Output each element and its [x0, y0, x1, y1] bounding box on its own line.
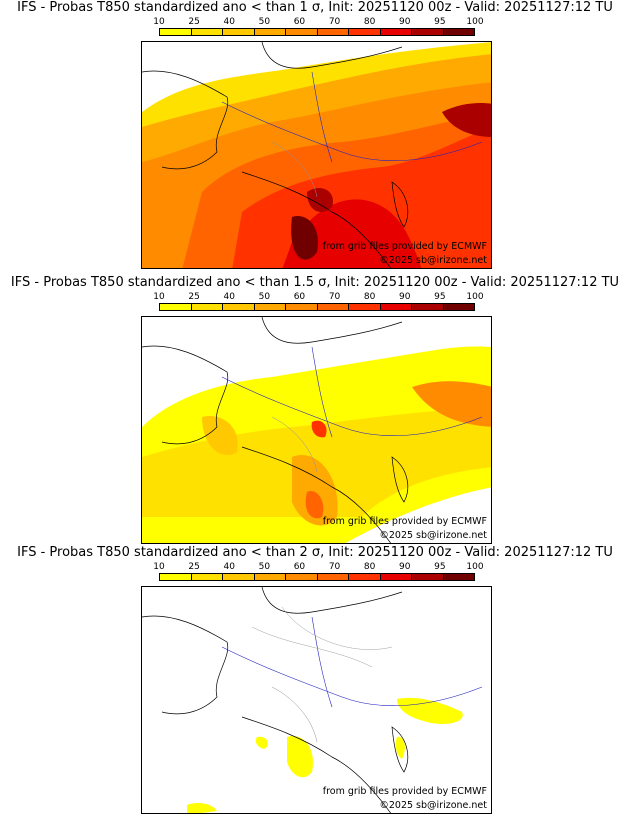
colorbar-segment — [349, 29, 381, 35]
colorbar-segment — [191, 574, 223, 580]
colorbar-segment — [160, 29, 192, 35]
colorbar-tick-label: 95 — [434, 17, 446, 27]
colorbar-tick-label: 100 — [466, 562, 484, 572]
colorbar-segment — [317, 304, 349, 310]
colorbar — [159, 303, 475, 311]
colorbar-segment — [380, 574, 412, 580]
source-credit: from grib files provided by ECMWF — [322, 786, 487, 797]
colorbar-tick-label: 95 — [434, 562, 446, 572]
colorbar-segment — [317, 29, 349, 35]
colorbar-tick-label: 100 — [466, 17, 484, 27]
colorbar-segment — [443, 29, 474, 35]
colorbar-segment — [191, 29, 223, 35]
colorbar — [159, 573, 475, 581]
colorbar-tick-label: 80 — [363, 562, 376, 572]
colorbar-segment — [160, 574, 192, 580]
map-panel-1-5sigma: IFS - Probas T850 standardized ano < tha… — [0, 275, 630, 545]
colorbar-labels: 10 25 40 50 60 70 80 90 95 100 — [142, 562, 492, 572]
colorbar-segment — [254, 574, 286, 580]
colorbar-tick-label: 40 — [223, 292, 235, 302]
colorbar-segment — [286, 574, 318, 580]
colorbar-tick-label: 60 — [293, 292, 306, 302]
colorbar-tick-label: 50 — [258, 17, 271, 27]
colorbar-tick-label: 10 — [153, 292, 165, 302]
colorbar-tick-label: 25 — [188, 17, 200, 27]
colorbar-segment — [412, 304, 444, 310]
source-credit: from grib files provided by ECMWF — [322, 516, 487, 527]
colorbar — [159, 28, 475, 36]
colorbar-tick-label: 50 — [258, 292, 271, 302]
colorbar-labels: 10 25 40 50 60 70 80 90 95 100 — [142, 17, 492, 27]
colorbar-labels: 10 25 40 50 60 70 80 90 95 100 — [142, 292, 492, 302]
colorbar-tick-label: 25 — [188, 562, 200, 572]
colorbar-tick-label: 60 — [293, 17, 306, 27]
copyright-credit: ©2025 sb@irizone.net — [379, 255, 487, 266]
colorbar-segment — [412, 29, 444, 35]
colorbar-tick-label: 25 — [188, 292, 200, 302]
probability-map: from grib files provided by ECMWF ©2025 … — [141, 316, 492, 544]
colorbar-segment — [349, 574, 381, 580]
colorbar-segment — [223, 29, 255, 35]
colorbar-tick-label: 10 — [153, 562, 165, 572]
colorbar-segment — [286, 29, 318, 35]
colorbar-segment — [254, 304, 286, 310]
colorbar-segment — [380, 29, 412, 35]
colorbar-segment — [160, 304, 192, 310]
copyright-credit: ©2025 sb@irizone.net — [379, 800, 487, 811]
colorbar-tick-label: 90 — [399, 17, 411, 27]
colorbar-tick-label: 70 — [328, 17, 341, 27]
colorbar-tick-label: 80 — [363, 17, 376, 27]
colorbar-tick-label: 40 — [223, 562, 235, 572]
colorbar-segment — [223, 574, 255, 580]
panel-title: IFS - Probas T850 standardized ano < tha… — [17, 545, 613, 560]
colorbar-tick-label: 40 — [223, 17, 235, 27]
colorbar-tick-label: 50 — [258, 562, 271, 572]
map-canvas — [142, 317, 491, 543]
colorbar-tick-label: 70 — [328, 292, 341, 302]
colorbar-segment — [349, 304, 381, 310]
colorbar-tick-label: 10 — [153, 17, 165, 27]
colorbar-segment — [317, 574, 349, 580]
source-credit: from grib files provided by ECMWF — [322, 241, 487, 252]
colorbar-segment — [412, 574, 444, 580]
probability-map: from grib files provided by ECMWF ©2025 … — [141, 586, 492, 814]
colorbar-segment — [286, 304, 318, 310]
colorbar-tick-label: 90 — [399, 562, 411, 572]
colorbar-tick-label: 95 — [434, 292, 446, 302]
panel-title: IFS - Probas T850 standardized ano < tha… — [10, 275, 620, 290]
map-canvas — [142, 42, 491, 268]
colorbar-tick-label: 60 — [293, 562, 306, 572]
map-canvas — [142, 587, 491, 813]
colorbar-segment — [254, 29, 286, 35]
colorbar-tick-label: 90 — [399, 292, 411, 302]
probability-map: from grib files provided by ECMWF ©2025 … — [141, 41, 492, 269]
panel-title: IFS - Probas T850 standardized ano < tha… — [17, 0, 613, 15]
copyright-credit: ©2025 sb@irizone.net — [379, 530, 487, 541]
colorbar-segment — [443, 574, 474, 580]
colorbar-tick-label: 100 — [466, 292, 484, 302]
colorbar-segment — [380, 304, 412, 310]
map-panel-2sigma: IFS - Probas T850 standardized ano < tha… — [0, 545, 630, 815]
map-panel-1sigma: IFS - Probas T850 standardized ano < tha… — [0, 0, 630, 270]
colorbar-segment — [223, 304, 255, 310]
colorbar-tick-label: 80 — [363, 292, 376, 302]
colorbar-segment — [191, 304, 223, 310]
colorbar-segment — [443, 304, 474, 310]
colorbar-tick-label: 70 — [328, 562, 341, 572]
